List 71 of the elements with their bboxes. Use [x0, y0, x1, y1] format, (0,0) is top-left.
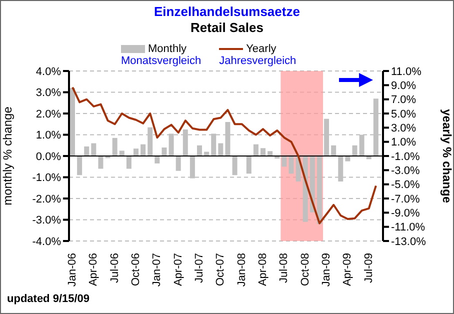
- y-tick-label: 2.0%: [36, 108, 62, 120]
- bar: [140, 144, 146, 156]
- bar: [134, 148, 139, 156]
- y2-tick-label: 11.0%: [391, 66, 422, 78]
- chart-subtitle: Retail Sales: [190, 20, 264, 35]
- bar: [218, 143, 224, 156]
- bar: [260, 148, 266, 156]
- bar: [91, 143, 96, 156]
- y2-tick-label: -3.0%: [391, 165, 420, 178]
- text: updated 9/15/09: [7, 293, 90, 305]
- y-tick-label: -2.0%: [32, 193, 62, 206]
- bar: [162, 148, 167, 156]
- line-series: [72, 86, 377, 224]
- y-tick-label: -3.0%: [32, 214, 62, 227]
- bar: [126, 156, 132, 169]
- y2-tick-label: 3.0%: [391, 122, 416, 135]
- y2-tick-label: -5.0%: [391, 179, 420, 192]
- y-tick-label: -4.0%: [32, 236, 62, 248]
- y-tick-label: -1.0%: [32, 172, 62, 184]
- y-tick-label: 0.0%: [36, 150, 62, 163]
- bar: [197, 145, 202, 156]
- y2-tick-label: -13.0%: [391, 236, 426, 248]
- y-tick-label: 3.0%: [36, 87, 62, 100]
- x-tick-label: Jul-09: [362, 253, 375, 283]
- x-tick-label: Oct-08: [299, 253, 312, 286]
- y-tick-label: 4.0%: [36, 66, 62, 78]
- bar: [288, 156, 294, 174]
- x-tick-label: Apr-08: [257, 253, 270, 286]
- bar: [112, 138, 118, 156]
- y2-tick-label: -11.0%: [391, 222, 426, 234]
- bar: [154, 156, 160, 164]
- x-tick-label: Jul-08: [278, 253, 290, 283]
- bar: [345, 156, 350, 162]
- y2-axis-title: yearly % change: [440, 108, 454, 204]
- x-tick-label: Apr-06: [88, 253, 100, 286]
- bar: [98, 156, 104, 169]
- y2-tick-label: -7.0%: [391, 193, 420, 206]
- y2-tick-label: -1.0%: [391, 150, 420, 163]
- bar: [246, 156, 252, 174]
- bar: [331, 145, 336, 156]
- bar: [268, 151, 273, 156]
- bar: [77, 156, 82, 176]
- y2-tick-label: -9.0%: [391, 208, 420, 220]
- legend-label: Monthly: [148, 43, 187, 55]
- bar: [352, 145, 358, 156]
- bar: [232, 156, 238, 176]
- x-tick-label: Oct-07: [214, 253, 227, 286]
- bar: [84, 146, 90, 156]
- text: Jahresvergleich: [219, 55, 296, 67]
- y2-tick-label: 1.0%: [391, 136, 416, 149]
- y2-tick-label: 5.0%: [391, 108, 416, 120]
- x-tick-label: Jan-06: [66, 253, 79, 287]
- x-tick-label: Jan-08: [236, 253, 248, 287]
- x-tick-label: Jan-07: [151, 253, 164, 287]
- x-tick-label: Jul-07: [194, 253, 206, 283]
- bar: [176, 156, 181, 171]
- bar: [119, 150, 124, 156]
- chart-title: Einzelhandelsumsaetze: [153, 4, 301, 19]
- y-axis-title: monthly % change: [0, 106, 14, 206]
- text: Monatsvergleich: [121, 55, 202, 67]
- bar: [253, 144, 258, 156]
- x-tick-label: Jul-06: [108, 253, 121, 283]
- x-tick-label: Apr-07: [172, 253, 184, 286]
- x-tick-label: Apr-09: [342, 253, 354, 286]
- y2-tick-label: 9.0%: [391, 80, 416, 92]
- bar: [282, 156, 287, 167]
- legend-label: Yearly: [246, 43, 276, 55]
- y2-tick-label: 7.0%: [391, 94, 416, 106]
- y-tick-label: 1.0%: [36, 130, 62, 142]
- x-tick-label: Oct-06: [130, 253, 142, 286]
- x-tick-label: Jan-09: [320, 253, 333, 287]
